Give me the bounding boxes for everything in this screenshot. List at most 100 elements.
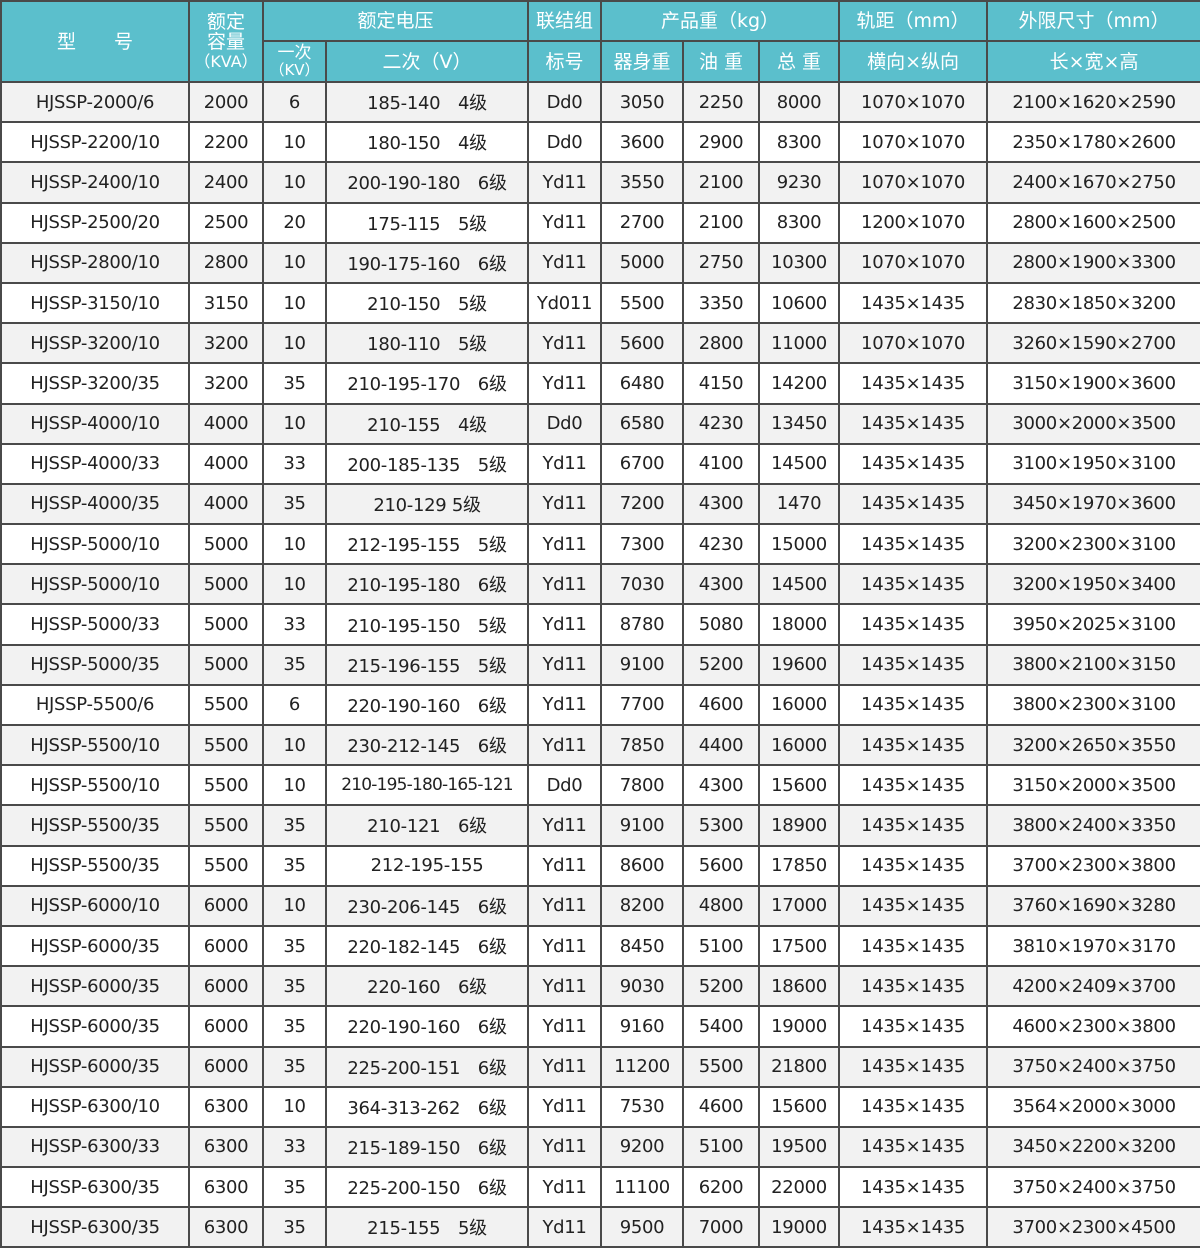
- cell-primary-voltage: 10: [262, 723, 327, 767]
- cell-total-weight: 15000: [758, 523, 841, 566]
- cell-dimensions: 2830×1850×3200: [986, 281, 1200, 325]
- table-body: HJSSP-2000/6 2000 6 185-140 4级 Dd0 3050 2250 80…: [0, 80, 1200, 1249]
- cell-dimensions: 3564×2000×3000: [986, 1085, 1200, 1128]
- cell-primary-voltage: 6: [262, 80, 327, 124]
- cell-body-weight: 5600: [600, 322, 685, 365]
- cell-gauge: 1070×1070: [838, 322, 989, 365]
- cell-model: HJSSP-6300/35: [0, 1166, 190, 1209]
- cell-dimensions: 3800×2100×3150: [986, 643, 1200, 686]
- cell-model: HJSSP-5500/10: [0, 723, 190, 767]
- cell-connection-group: Yd11: [527, 844, 603, 887]
- cell-connection-group: Dd0: [527, 121, 603, 164]
- cell-total-weight: 21800: [758, 1045, 841, 1088]
- cell-primary-voltage: 10: [262, 121, 327, 164]
- cell-body-weight: 6480: [600, 362, 685, 405]
- cell-total-weight: 19500: [758, 1125, 841, 1169]
- cell-total-weight: 1470: [758, 482, 841, 526]
- cell-oil-weight: 2900: [682, 121, 761, 164]
- cell-model: HJSSP-6000/35: [0, 1045, 190, 1088]
- cell-dimensions: 4200×2409×3700: [986, 965, 1200, 1008]
- table-row: HJSSP-5000/33 5000 33 210-195-150 5级 Yd11 878…: [0, 603, 1200, 646]
- cell-model: HJSSP-5000/33: [0, 603, 190, 646]
- cell-body-weight: 6700: [600, 442, 685, 485]
- cell-secondary-voltage: 230-206-145 6级: [324, 884, 530, 927]
- cell-model: HJSSP-4000/33: [0, 442, 190, 485]
- header-model: 型 号: [0, 0, 190, 83]
- cell-model: HJSSP-6000/35: [0, 965, 190, 1008]
- cell-capacity: 3150: [188, 281, 264, 325]
- cell-body-weight: 3550: [600, 161, 685, 204]
- cell-secondary-voltage: 210-195-150 5级: [324, 603, 530, 646]
- cell-body-weight: 8600: [600, 844, 685, 887]
- header-capacity: 额定 容量 （KVA）: [188, 0, 264, 83]
- cell-body-weight: 9100: [600, 643, 685, 686]
- cell-total-weight: 10600: [758, 281, 841, 325]
- cell-gauge: 1435×1435: [838, 844, 989, 887]
- header-primary-line1: 一次: [277, 42, 312, 63]
- cell-secondary-voltage: 225-200-150 6级: [324, 1166, 530, 1209]
- cell-model: HJSSP-5000/10: [0, 523, 190, 566]
- table-row: HJSSP-4000/35 4000 35 210-129 5级 Yd11 7200 430…: [0, 482, 1200, 526]
- cell-capacity: 6300: [188, 1085, 264, 1128]
- cell-model: HJSSP-2400/10: [0, 161, 190, 204]
- cell-gauge: 1435×1435: [838, 643, 989, 686]
- cell-dimensions: 3450×1970×3600: [986, 482, 1200, 526]
- cell-total-weight: 19000: [758, 1206, 841, 1249]
- cell-gauge: 1435×1435: [838, 563, 989, 606]
- cell-primary-voltage: 10: [262, 281, 327, 325]
- table-row: HJSSP-6000/35 6000 35 220-182-145 6级 Yd11 845…: [0, 924, 1200, 968]
- cell-connection-group: Dd0: [527, 80, 603, 124]
- cell-gauge: 1435×1435: [838, 965, 989, 1008]
- cell-total-weight: 18900: [758, 804, 841, 847]
- cell-connection-group: Yd11: [527, 1125, 603, 1169]
- cell-total-weight: 15600: [758, 1085, 841, 1128]
- table-row: HJSSP-6300/33 6300 33 215-189-150 6级 Yd11 920…: [0, 1125, 1200, 1169]
- cell-gauge: 1435×1435: [838, 804, 989, 847]
- cell-total-weight: 13450: [758, 402, 841, 445]
- cell-primary-voltage: 35: [262, 844, 327, 887]
- cell-connection-group: Yd11: [527, 1045, 603, 1088]
- cell-model: HJSSP-2000/6: [0, 80, 190, 124]
- cell-body-weight: 5500: [600, 281, 685, 325]
- cell-gauge: 1435×1435: [838, 442, 989, 485]
- table-row: HJSSP-5500/35 5500 35 212-195-155 Yd11 8600 56…: [0, 844, 1200, 887]
- cell-oil-weight: 4300: [682, 764, 761, 807]
- cell-body-weight: 8780: [600, 603, 685, 646]
- cell-primary-voltage: 35: [262, 1045, 327, 1088]
- table-row: HJSSP-5500/6 5500 6 220-190-160 6级 Yd11 7700 4…: [0, 683, 1200, 727]
- header-gauge: 轨距（mm）: [838, 0, 989, 42]
- cell-capacity: 6000: [188, 884, 264, 927]
- cell-total-weight: 16000: [758, 723, 841, 767]
- cell-body-weight: 3050: [600, 80, 685, 124]
- cell-total-weight: 14200: [758, 362, 841, 405]
- cell-capacity: 5000: [188, 643, 264, 686]
- cell-model: HJSSP-5000/10: [0, 563, 190, 606]
- cell-dimensions: 3810×1970×3170: [986, 924, 1200, 968]
- cell-dimensions: 3150×1900×3600: [986, 362, 1200, 405]
- header-capacity-line1: 额定: [206, 10, 245, 33]
- header-primary-unit: （KV）: [269, 60, 320, 79]
- cell-primary-voltage: 6: [262, 683, 327, 727]
- cell-secondary-voltage: 190-175-160 6级: [324, 241, 530, 284]
- cell-capacity: 5000: [188, 523, 264, 566]
- cell-connection-group: Yd11: [527, 523, 603, 566]
- cell-oil-weight: 4600: [682, 683, 761, 727]
- cell-capacity: 2000: [188, 80, 264, 124]
- cell-oil-weight: 4100: [682, 442, 761, 485]
- cell-secondary-voltage: 215-196-155 5级: [324, 643, 530, 686]
- cell-body-weight: 6580: [600, 402, 685, 445]
- cell-capacity: 6000: [188, 965, 264, 1008]
- cell-total-weight: 11000: [758, 322, 841, 365]
- cell-connection-group: Yd11: [527, 723, 603, 767]
- table-row: HJSSP-3200/35 3200 35 210-195-170 6级 Yd11 648…: [0, 362, 1200, 405]
- cell-secondary-voltage: 210-195-180 6级: [324, 563, 530, 606]
- cell-connection-group: Yd11: [527, 362, 603, 405]
- cell-total-weight: 10300: [758, 241, 841, 284]
- header-body-weight: 器身重: [600, 40, 685, 83]
- cell-oil-weight: 6200: [682, 1166, 761, 1209]
- cell-oil-weight: 4300: [682, 482, 761, 526]
- cell-capacity: 4000: [188, 482, 264, 526]
- cell-dimensions: 3800×2300×3100: [986, 683, 1200, 727]
- table-row: HJSSP-5500/10 5500 10 210-195-180-165-121 Dd…: [0, 764, 1200, 807]
- cell-secondary-voltage: 180-150 4级: [324, 121, 530, 164]
